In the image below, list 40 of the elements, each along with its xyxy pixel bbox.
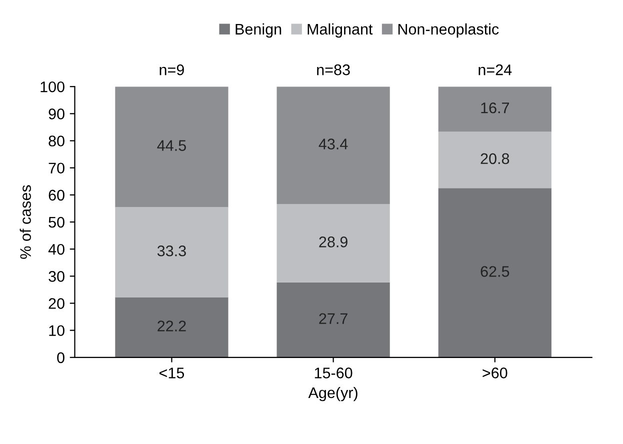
x-axis-title: Age(yr): [308, 386, 358, 402]
y-tick-label: 60: [48, 190, 64, 201]
annotation: n=83: [317, 64, 350, 76]
bar: [115, 207, 228, 298]
y-tick-label: 90: [48, 108, 64, 120]
data-label: 20.8: [480, 153, 510, 164]
bar: [276, 86, 390, 204]
bar: [438, 132, 552, 188]
bar: [276, 282, 390, 358]
data-label: 33.3: [157, 245, 186, 256]
x-tick-label: 15-60: [314, 368, 352, 378]
y-tick-label: 20: [48, 298, 64, 309]
data-label: 16.7: [481, 102, 509, 114]
bar: [438, 86, 552, 132]
annotation: n=9: [160, 64, 184, 76]
data-label: 28.9: [319, 236, 348, 248]
y-tick-label: 80: [48, 136, 64, 146]
y-axis-title: % of cases: [20, 185, 31, 259]
data-label: 27.7: [319, 313, 348, 324]
y-tick-label: 100: [40, 81, 64, 92]
bar: [115, 297, 228, 358]
data-label: 62.5: [480, 266, 510, 277]
y-tick-label: 70: [48, 162, 64, 174]
bar: [276, 204, 390, 282]
y-tick-label: 40: [48, 244, 64, 255]
y-tick-label: 0: [57, 352, 64, 364]
annotation: n=24: [478, 64, 512, 76]
x-tick-label: >60: [482, 368, 508, 378]
legend-label: Non-neoplastic: [398, 23, 499, 38]
y-tick-label: 10: [49, 325, 64, 336]
y-tick-label: 30: [48, 271, 64, 282]
bar: [438, 188, 552, 358]
legend-label: Benign: [236, 23, 282, 38]
legend-label: Malignant: [308, 23, 373, 38]
y-tick-label: 50: [48, 216, 64, 228]
data-label: 22.2: [158, 320, 186, 332]
data-label: 43.4: [318, 138, 348, 150]
x-tick-label: <15: [160, 368, 184, 378]
bar: [115, 86, 228, 208]
data-label: 44.5: [157, 140, 186, 151]
